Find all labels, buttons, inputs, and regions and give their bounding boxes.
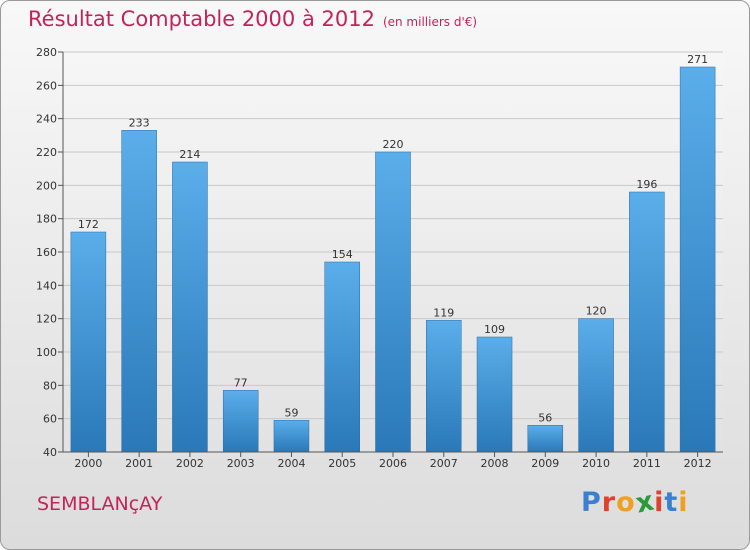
bar bbox=[70, 231, 107, 453]
y-tick-label: 140 bbox=[36, 279, 57, 292]
city-name: SEMBLANçAY bbox=[37, 493, 163, 515]
bar bbox=[222, 390, 259, 453]
logo-letter: t bbox=[664, 487, 679, 518]
data-label: 154 bbox=[332, 248, 353, 261]
x-tick-label: 2001 bbox=[125, 457, 153, 470]
bar bbox=[426, 320, 462, 453]
logo-letter: i bbox=[678, 487, 689, 518]
data-label: 77 bbox=[234, 376, 248, 389]
logo-letter: r bbox=[601, 487, 617, 518]
logo-letter: P bbox=[581, 487, 602, 518]
chart-title-block: Résultat Comptable 2000 à 2012 (en millie… bbox=[28, 7, 477, 31]
x-tick-label: 2000 bbox=[74, 457, 102, 470]
logo-letter: i bbox=[654, 487, 665, 518]
bar bbox=[527, 425, 564, 453]
y-tick-label: 220 bbox=[36, 146, 57, 159]
y-tick-label: 160 bbox=[36, 246, 57, 259]
y-tick-label: 80 bbox=[43, 379, 57, 392]
data-label: 56 bbox=[538, 411, 552, 424]
x-tick-label: 2006 bbox=[379, 457, 407, 470]
data-label: 120 bbox=[586, 305, 607, 318]
y-tick-label: 100 bbox=[36, 346, 57, 359]
bar bbox=[375, 151, 411, 453]
x-tick-label: 2002 bbox=[176, 457, 204, 470]
proxiti-logo: Proxiti bbox=[581, 485, 689, 519]
data-label: 109 bbox=[484, 323, 505, 336]
x-tick-label: 2009 bbox=[531, 457, 559, 470]
x-tick-label: 2011 bbox=[633, 457, 661, 470]
x-tick-label: 2008 bbox=[481, 457, 509, 470]
y-tick-label: 200 bbox=[36, 179, 57, 192]
data-label: 172 bbox=[78, 218, 99, 231]
bar bbox=[273, 420, 310, 453]
bar bbox=[476, 336, 513, 453]
data-label: 59 bbox=[284, 406, 298, 419]
bar bbox=[172, 161, 208, 453]
bar bbox=[629, 191, 665, 453]
chart-subtitle: (en milliers d'€) bbox=[382, 15, 478, 29]
data-label: 233 bbox=[129, 116, 150, 129]
data-label: 214 bbox=[179, 148, 200, 161]
x-tick-label: 2004 bbox=[277, 457, 305, 470]
chart-title: Résultat Comptable 2000 à 2012 bbox=[28, 7, 375, 31]
x-tick-label: 2005 bbox=[328, 457, 356, 470]
y-tick-label: 280 bbox=[36, 46, 57, 59]
data-label: 271 bbox=[687, 53, 708, 66]
bar bbox=[324, 261, 360, 453]
bar bbox=[679, 66, 716, 453]
x-tick-label: 2003 bbox=[227, 457, 255, 470]
x-tick-label: 2007 bbox=[430, 457, 458, 470]
x-tick-label: 2010 bbox=[582, 457, 610, 470]
data-label: 196 bbox=[636, 178, 657, 191]
bar bbox=[578, 318, 614, 453]
bar bbox=[121, 130, 157, 453]
y-tick-label: 120 bbox=[36, 313, 57, 326]
y-tick-label: 180 bbox=[36, 213, 57, 226]
y-tick-label: 260 bbox=[36, 79, 57, 92]
data-label: 119 bbox=[433, 306, 454, 319]
x-tick-label: 2012 bbox=[684, 457, 712, 470]
y-tick-label: 60 bbox=[43, 413, 57, 426]
y-tick-label: 240 bbox=[36, 113, 57, 126]
logo-letter: o bbox=[616, 487, 636, 518]
y-tick-label: 40 bbox=[43, 446, 57, 459]
data-label: 220 bbox=[383, 138, 404, 151]
